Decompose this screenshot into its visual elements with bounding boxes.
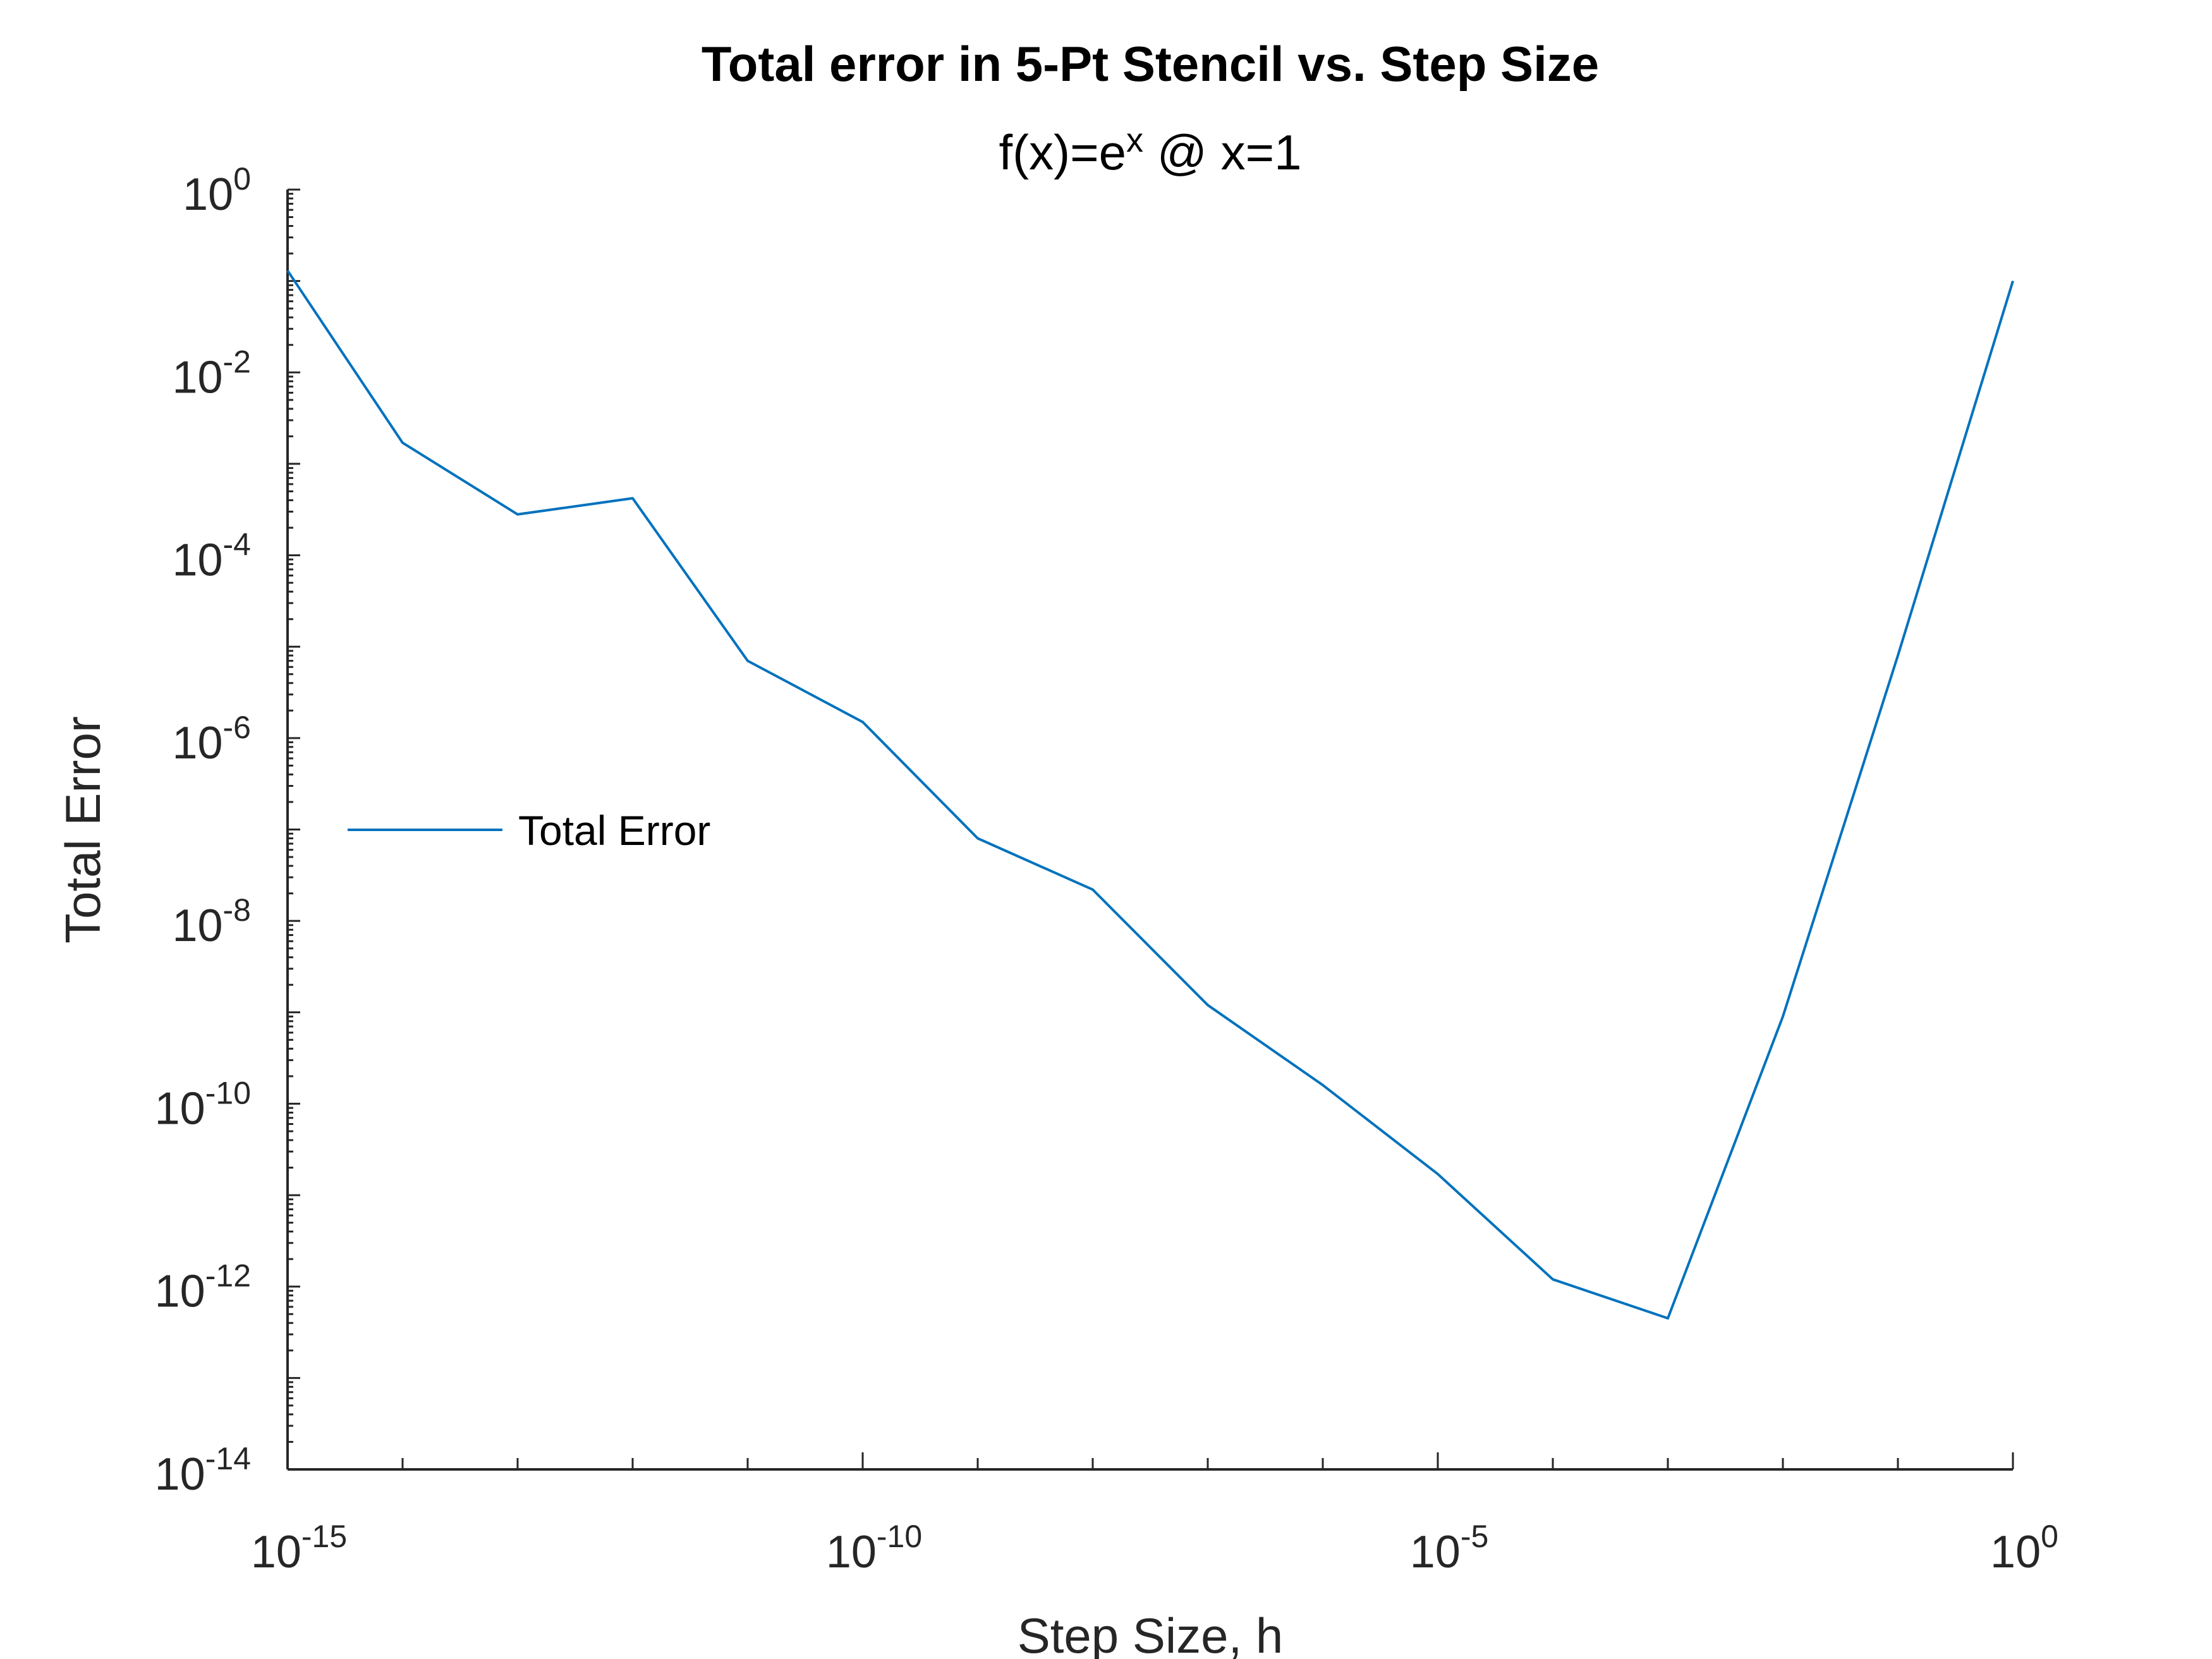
x-axis-label: Step Size, h (1018, 1608, 1284, 1659)
y-tick-exponent: 0 (233, 161, 251, 197)
y-tick-base: 10 (155, 1083, 205, 1134)
x-tick-base: 10 (1990, 1527, 2041, 1577)
x-tick-label: 10-10 (826, 1519, 922, 1577)
y-tick-base: 10 (172, 718, 222, 769)
y-tick-base: 10 (183, 169, 233, 220)
x-tick-exponent: -15 (301, 1519, 347, 1554)
y-tick-exponent: -2 (223, 344, 251, 379)
y-tick-exponent: -4 (223, 527, 251, 562)
series-line-total-error (286, 270, 2014, 1320)
y-tick-label: 10-10 (155, 1075, 251, 1134)
subtitle-rest: @ x=1 (1143, 125, 1301, 180)
x-tick-label: 100 (1990, 1519, 2058, 1577)
x-tick-base: 10 (1410, 1527, 1461, 1577)
x-tick-label: 10-5 (1410, 1519, 1489, 1577)
legend: Total Error (348, 807, 710, 854)
y-tick-label: 10-12 (155, 1258, 251, 1317)
x-tick-exponent: -10 (877, 1519, 922, 1554)
subtitle-superscript: x (1126, 121, 1143, 159)
y-tick-label: 100 (183, 161, 251, 220)
y-tick-label: 10-2 (172, 344, 251, 403)
x-axis-ticks: 10-15 10-10 10-5 100 (251, 1519, 2058, 1577)
legend-label-total-error: Total Error (518, 807, 710, 854)
y-tick-label: 10-6 (172, 710, 251, 769)
y-tick-exponent: -8 (223, 892, 251, 928)
y-tick-exponent: -12 (205, 1258, 251, 1294)
y-tick-base: 10 (155, 1267, 205, 1317)
y-tick-exponent: -10 (205, 1075, 251, 1110)
x-tick-base: 10 (826, 1527, 877, 1577)
y-tick-label: 10-8 (172, 892, 251, 951)
y-tick-exponent: -14 (205, 1441, 251, 1476)
minor-ticks (286, 188, 2014, 1471)
series-layer (286, 270, 2014, 1320)
x-tick-base: 10 (251, 1527, 301, 1577)
x-tick-exponent: 0 (2041, 1519, 2058, 1554)
chart-title: Total error in 5-Pt Stencil vs. Step Siz… (702, 36, 1599, 92)
y-tick-base: 10 (172, 352, 222, 403)
y-tick-exponent: -6 (223, 710, 251, 745)
y-tick-base: 10 (172, 535, 222, 586)
y-tick-label: 10-4 (172, 527, 251, 586)
subtitle-base: f(x)=e (999, 125, 1126, 180)
y-axis-label: Total Error (55, 716, 111, 944)
chart-subtitle: f(x)=ex @ x=1 (999, 121, 1301, 180)
x-tick-label: 10-15 (251, 1519, 347, 1577)
x-tick-exponent: -5 (1461, 1519, 1488, 1554)
y-tick-base: 10 (172, 901, 222, 951)
y-tick-label: 10-14 (155, 1441, 251, 1500)
y-tick-base: 10 (155, 1449, 205, 1500)
